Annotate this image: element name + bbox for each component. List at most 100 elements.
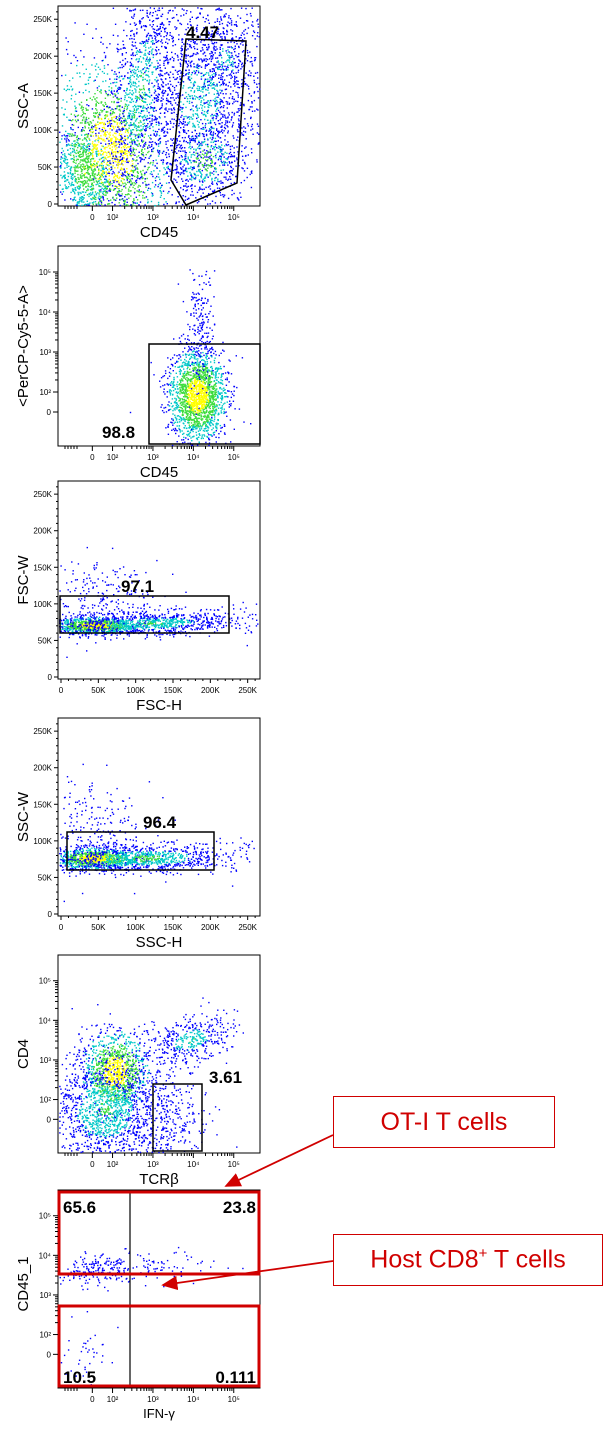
event-dot <box>145 50 146 51</box>
event-dot <box>145 60 146 61</box>
event-dot <box>124 75 125 76</box>
event-dot <box>134 69 135 70</box>
event-dot <box>201 128 202 129</box>
event-dot <box>205 187 206 188</box>
event-dot <box>164 127 165 128</box>
event-dot <box>156 119 157 120</box>
event-dot <box>203 154 204 155</box>
event-dot <box>190 98 191 99</box>
event-dot <box>98 202 99 203</box>
event-dot <box>220 77 221 78</box>
event-dot <box>64 158 65 159</box>
event-dot <box>187 142 188 143</box>
event-dot <box>164 116 165 117</box>
event-dot <box>212 74 213 75</box>
event-dot <box>120 100 121 101</box>
event-dot <box>199 154 200 155</box>
event-dot <box>118 89 119 90</box>
event-dot <box>69 80 70 81</box>
event-dot <box>197 153 198 154</box>
event-dot <box>163 82 164 83</box>
event-dot <box>195 130 196 131</box>
event-dot <box>194 173 195 174</box>
event-dot <box>220 202 221 203</box>
event-dot <box>156 80 157 81</box>
event-dot <box>125 153 126 154</box>
event-dot <box>111 117 112 118</box>
event-dot <box>125 139 126 140</box>
event-dot <box>186 55 187 56</box>
event-dot <box>173 17 174 18</box>
event-dot <box>170 394 171 395</box>
event-dot <box>182 123 183 124</box>
event-dot <box>100 135 101 136</box>
event-dot <box>96 156 97 157</box>
event-dot <box>117 122 118 123</box>
event-dot <box>162 27 163 28</box>
event-dot <box>102 170 103 171</box>
event-dot <box>91 127 92 128</box>
event-dot <box>123 201 124 202</box>
event-dot <box>219 112 220 113</box>
event-dot <box>238 118 239 119</box>
event-dot <box>134 170 135 171</box>
event-dot <box>172 66 173 67</box>
event-dot <box>161 39 162 40</box>
event-dot <box>206 160 207 161</box>
event-dot <box>145 26 146 27</box>
event-dot <box>64 153 65 154</box>
event-dot <box>87 136 88 137</box>
event-dot <box>169 156 170 157</box>
event-dot <box>153 12 154 13</box>
event-dot <box>217 93 218 94</box>
event-dot <box>89 139 90 140</box>
event-dot <box>125 184 126 185</box>
event-dot <box>138 112 139 113</box>
event-dot <box>63 191 64 192</box>
event-dot <box>107 121 108 122</box>
event-dot <box>100 196 101 197</box>
event-dot <box>225 122 226 123</box>
event-dot <box>114 133 115 134</box>
event-dot <box>109 173 110 174</box>
event-dot <box>226 89 227 90</box>
event-dot <box>166 35 167 36</box>
event-dot <box>132 53 133 54</box>
event-dot <box>226 68 227 69</box>
event-dot <box>153 160 154 161</box>
event-dot <box>146 39 147 40</box>
event-dot <box>81 148 82 149</box>
event-dot <box>232 190 233 191</box>
event-dot <box>190 185 191 186</box>
event-dot <box>78 143 79 144</box>
event-dot <box>133 203 134 204</box>
event-dot <box>228 130 229 131</box>
event-dot <box>172 410 173 411</box>
event-dot <box>221 149 222 150</box>
event-dot <box>190 19 191 20</box>
event-dot <box>191 174 192 175</box>
event-dot <box>221 64 222 65</box>
event-dot <box>190 82 191 83</box>
event-dot <box>150 142 151 143</box>
event-dot <box>146 196 147 197</box>
event-dot <box>168 12 169 13</box>
event-dot <box>205 67 206 68</box>
event-dot <box>88 105 89 106</box>
event-dot <box>140 129 141 130</box>
event-dot <box>145 130 146 131</box>
event-dot <box>107 73 108 74</box>
event-dot <box>109 153 110 154</box>
event-dot <box>206 18 207 19</box>
event-dot <box>182 137 183 138</box>
event-dot <box>140 21 141 22</box>
event-dot <box>244 170 245 171</box>
event-dot <box>207 144 208 145</box>
event-dot <box>159 152 160 153</box>
event-dot <box>245 155 246 156</box>
event-dot <box>95 66 96 67</box>
event-dot <box>131 38 132 39</box>
event-dot <box>139 75 140 76</box>
event-dot <box>121 98 122 99</box>
event-dot <box>207 49 208 50</box>
